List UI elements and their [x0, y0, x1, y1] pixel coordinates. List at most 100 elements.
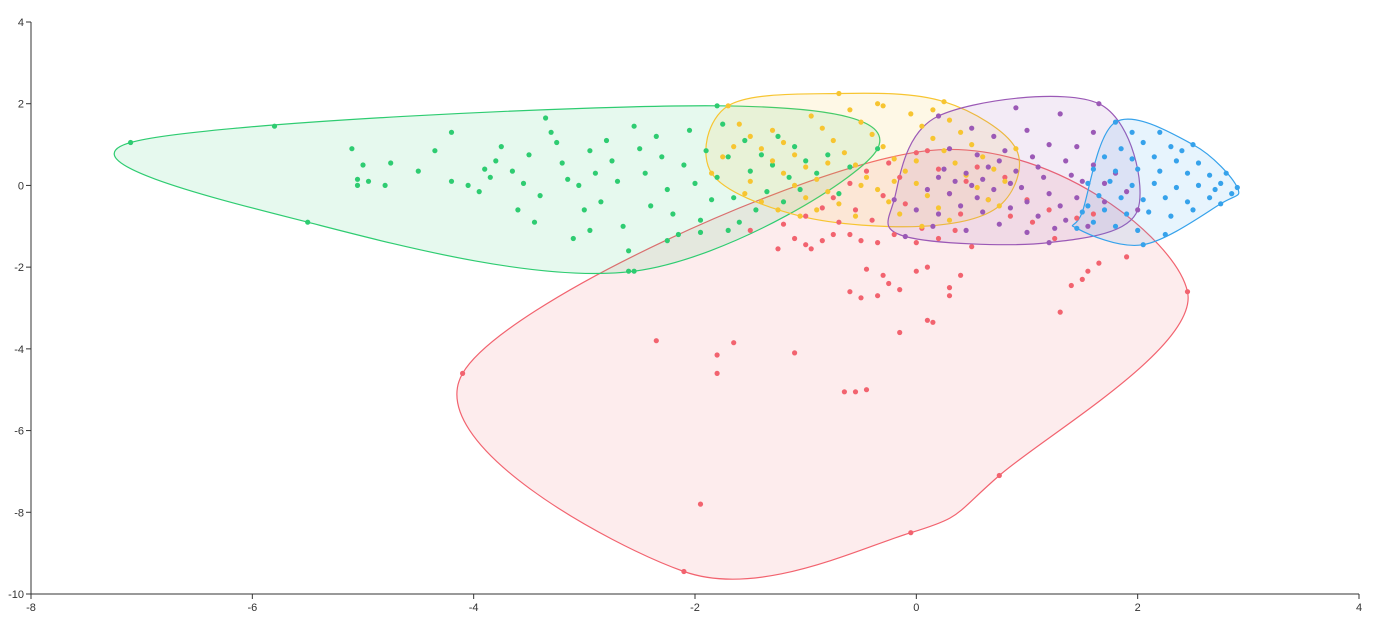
data-point-s4-11[interactable] — [991, 133, 997, 139]
data-point-s4-12[interactable] — [1024, 127, 1030, 133]
data-point-s4-38[interactable] — [913, 207, 919, 213]
data-point-s1-31[interactable] — [1068, 282, 1074, 289]
data-point-s3-49[interactable] — [952, 160, 958, 166]
data-point-s4-2[interactable] — [1096, 101, 1102, 107]
data-point-s4-52[interactable] — [980, 176, 986, 182]
data-point-s2-59[interactable] — [731, 195, 737, 201]
data-point-s4-41[interactable] — [980, 209, 986, 215]
data-point-s3-62[interactable] — [814, 207, 820, 213]
data-point-s1-7[interactable] — [863, 387, 870, 393]
data-point-s4-5[interactable] — [902, 233, 908, 240]
data-point-s4-25[interactable] — [1013, 168, 1019, 174]
data-point-s1-21[interactable] — [858, 295, 864, 301]
data-point-s3-67[interactable] — [858, 182, 864, 188]
data-point-s5-7[interactable] — [1079, 209, 1085, 215]
data-point-s3-17[interactable] — [747, 178, 753, 184]
data-point-s1-30[interactable] — [1057, 309, 1063, 315]
data-point-s2-58[interactable] — [725, 154, 731, 160]
data-point-s4-47[interactable] — [963, 227, 969, 233]
data-point-s1-61[interactable] — [1007, 213, 1014, 219]
data-point-s4-8[interactable] — [1057, 111, 1063, 117]
data-point-s3-43[interactable] — [935, 205, 942, 211]
data-point-s3-54[interactable] — [958, 129, 964, 135]
data-point-s1-34[interactable] — [1096, 260, 1102, 266]
data-point-s3-21[interactable] — [792, 152, 798, 158]
data-point-s3-34[interactable] — [897, 211, 903, 217]
data-point-s1-20[interactable] — [958, 272, 964, 278]
data-point-s2-31[interactable] — [576, 182, 582, 188]
data-point-s3-29[interactable] — [841, 150, 848, 156]
data-point-s5-32[interactable] — [1229, 191, 1235, 197]
data-point-s1-6[interactable] — [697, 501, 704, 507]
data-point-s5-20[interactable] — [1135, 166, 1141, 172]
data-point-s1-24[interactable] — [886, 280, 892, 287]
data-point-s2-41[interactable] — [631, 123, 637, 129]
data-point-s2-52[interactable] — [692, 180, 698, 186]
data-point-s2-17[interactable] — [465, 182, 471, 188]
data-point-s2-6[interactable] — [626, 268, 632, 274]
data-point-s2-71[interactable] — [797, 186, 803, 193]
data-point-s1-11[interactable] — [714, 352, 720, 358]
data-point-s1-33[interactable] — [1085, 268, 1091, 274]
data-point-s2-32[interactable] — [581, 207, 587, 213]
data-point-s4-35[interactable] — [1046, 191, 1052, 197]
data-point-s4-54[interactable] — [1035, 164, 1041, 170]
data-point-s1-4[interactable] — [1184, 289, 1191, 295]
data-point-s2-62[interactable] — [747, 168, 753, 174]
data-point-s1-80[interactable] — [958, 211, 964, 217]
data-point-s3-15[interactable] — [792, 182, 798, 188]
data-point-s2-29[interactable] — [559, 160, 565, 166]
data-point-s5-41[interactable] — [1146, 209, 1152, 215]
data-point-s4-32[interactable] — [969, 182, 975, 188]
data-point-s2-46[interactable] — [659, 154, 665, 160]
data-point-s3-28[interactable] — [830, 137, 836, 144]
data-point-s5-42[interactable] — [1168, 213, 1174, 219]
data-point-s4-37[interactable] — [1101, 199, 1108, 205]
data-point-s3-26[interactable] — [808, 113, 814, 119]
data-point-s1-22[interactable] — [847, 289, 853, 295]
data-point-s1-17[interactable] — [897, 329, 903, 336]
data-point-s1-13[interactable] — [731, 340, 737, 346]
data-point-s2-48[interactable] — [670, 211, 676, 217]
data-point-s4-51[interactable] — [952, 178, 958, 184]
data-point-s5-44[interactable] — [1090, 219, 1096, 225]
data-point-s3-41[interactable] — [913, 180, 919, 186]
data-point-s3-31[interactable] — [863, 174, 870, 180]
data-point-s2-64[interactable] — [758, 152, 765, 158]
data-point-s1-32[interactable] — [1079, 276, 1085, 282]
data-point-s2-43[interactable] — [642, 170, 648, 176]
data-point-s2-18[interactable] — [476, 189, 482, 195]
data-point-s1-64[interactable] — [1074, 215, 1080, 221]
data-point-s1-29[interactable] — [863, 266, 870, 272]
data-point-s5-13[interactable] — [1101, 154, 1108, 160]
data-point-s3-46[interactable] — [919, 123, 925, 129]
data-point-s1-48[interactable] — [935, 235, 942, 242]
data-point-s1-52[interactable] — [819, 205, 825, 211]
data-point-s1-28[interactable] — [880, 272, 886, 278]
data-point-s2-36[interactable] — [603, 137, 610, 144]
data-point-s1-38[interactable] — [830, 231, 836, 238]
data-point-s1-46[interactable] — [891, 231, 897, 238]
data-point-s1-55[interactable] — [886, 160, 892, 166]
data-point-s2-69[interactable] — [786, 174, 792, 180]
data-point-s2-15[interactable] — [448, 129, 455, 135]
data-point-s3-59[interactable] — [720, 154, 726, 160]
data-point-s3-44[interactable] — [946, 217, 953, 223]
data-point-s3-7[interactable] — [919, 223, 925, 229]
data-point-s2-26[interactable] — [543, 115, 549, 121]
data-point-s1-10[interactable] — [653, 338, 659, 344]
data-point-s4-40[interactable] — [958, 203, 964, 209]
data-point-s1-78[interactable] — [869, 217, 875, 223]
data-point-s5-47[interactable] — [1162, 231, 1168, 238]
data-point-s1-57[interactable] — [924, 148, 931, 154]
data-point-s4-31[interactable] — [946, 191, 953, 197]
data-point-s2-78[interactable] — [515, 207, 521, 213]
data-point-s3-36[interactable] — [858, 119, 864, 125]
data-point-s2-42[interactable] — [637, 146, 643, 152]
data-point-s2-2[interactable] — [271, 123, 278, 129]
data-point-s3-19[interactable] — [769, 127, 776, 133]
data-point-s2-65[interactable] — [764, 189, 770, 195]
data-point-s1-23[interactable] — [875, 293, 881, 299]
data-point-s3-11[interactable] — [747, 133, 753, 139]
data-point-s1-56[interactable] — [913, 150, 919, 156]
